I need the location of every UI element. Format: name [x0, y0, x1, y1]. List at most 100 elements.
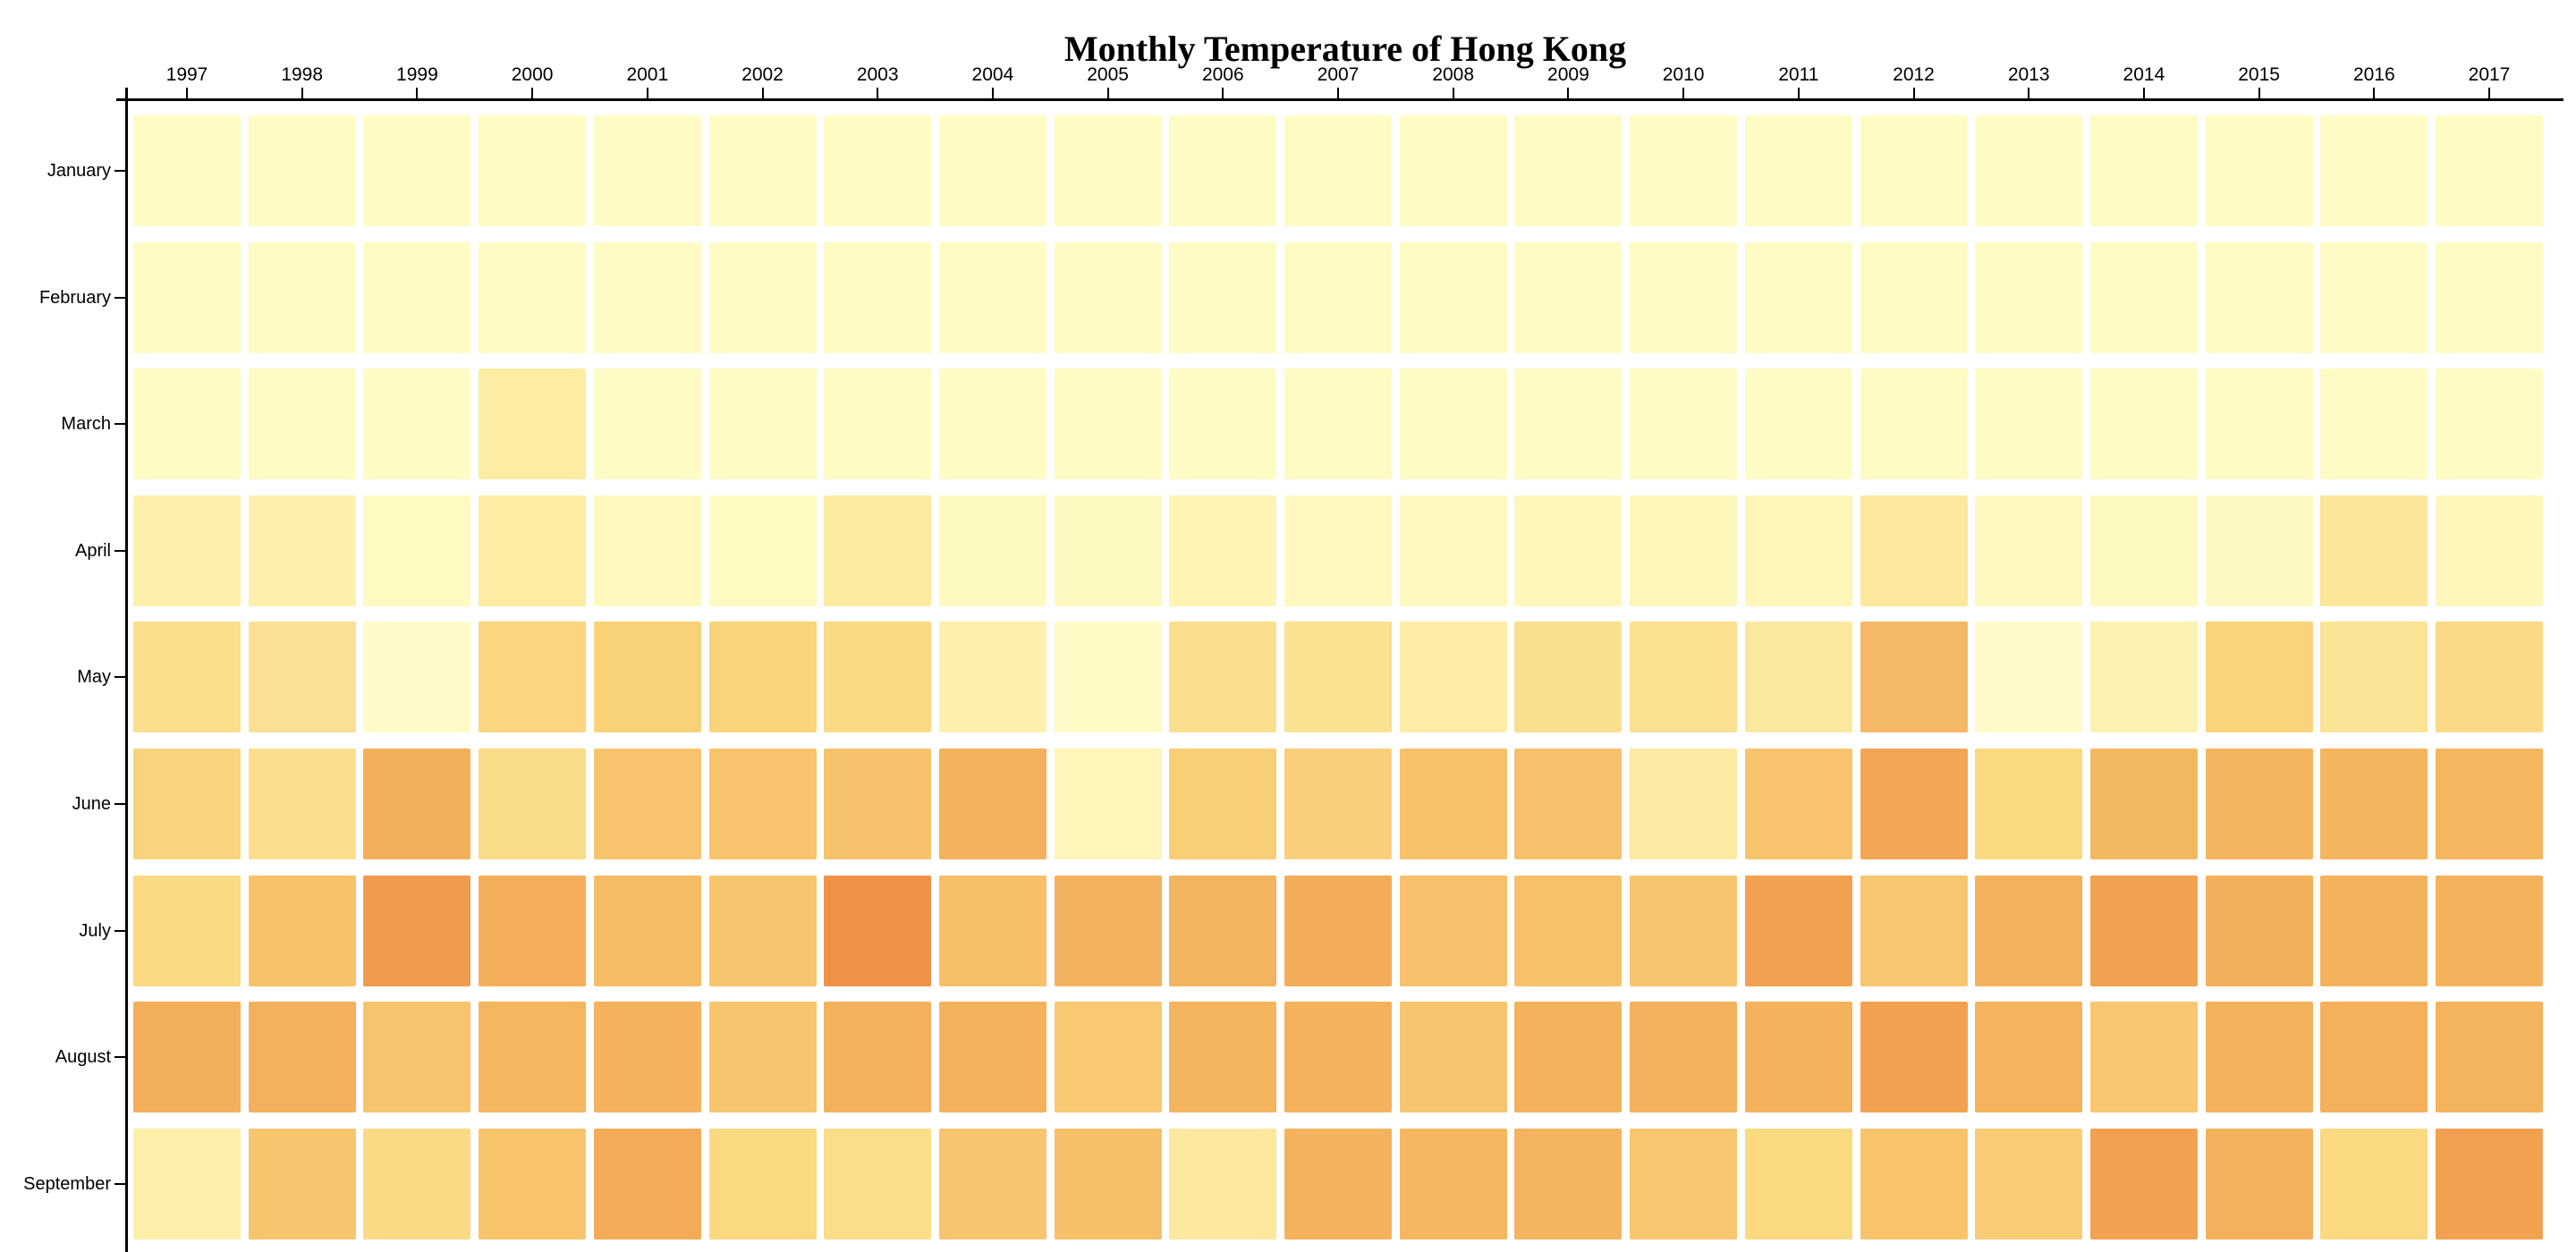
- heatmap-cell-january-2012[interactable]: [1860, 115, 1968, 226]
- heatmap-cell-january-2005[interactable]: [1054, 115, 1162, 226]
- heatmap-cell-april-2001[interactable]: [593, 495, 701, 606]
- heatmap-cell-may-1998[interactable]: [248, 622, 356, 733]
- heatmap-cell-april-2003[interactable]: [824, 495, 932, 606]
- heatmap-cell-may-2009[interactable]: [1514, 622, 1623, 733]
- heatmap-cell-january-2004[interactable]: [938, 115, 1046, 226]
- heatmap-cell-march-2012[interactable]: [1860, 368, 1968, 480]
- heatmap-cell-march-2010[interactable]: [1630, 368, 1738, 480]
- heatmap-cell-august-2016[interactable]: [2320, 1002, 2428, 1113]
- heatmap-cell-august-1998[interactable]: [248, 1002, 356, 1113]
- heatmap-cell-march-2014[interactable]: [2089, 368, 2198, 480]
- heatmap-cell-september-2016[interactable]: [2320, 1128, 2428, 1239]
- heatmap-cell-april-2005[interactable]: [1054, 495, 1162, 606]
- heatmap-cell-february-2016[interactable]: [2320, 241, 2428, 353]
- heatmap-cell-august-2014[interactable]: [2089, 1002, 2198, 1113]
- heatmap-cell-may-2012[interactable]: [1860, 622, 1968, 733]
- heatmap-cell-july-1999[interactable]: [363, 875, 471, 986]
- heatmap-cell-february-2010[interactable]: [1630, 241, 1738, 353]
- heatmap-cell-september-2007[interactable]: [1284, 1128, 1392, 1239]
- heatmap-cell-february-2002[interactable]: [708, 241, 817, 353]
- heatmap-cell-january-1998[interactable]: [248, 115, 356, 226]
- heatmap-cell-march-2002[interactable]: [708, 368, 817, 480]
- heatmap-cell-july-2012[interactable]: [1860, 875, 1968, 986]
- heatmap-cell-august-2011[interactable]: [1744, 1002, 1852, 1113]
- heatmap-cell-june-2009[interactable]: [1514, 749, 1623, 859]
- heatmap-cell-may-2010[interactable]: [1630, 622, 1738, 733]
- heatmap-cell-july-2017[interactable]: [2436, 875, 2543, 986]
- heatmap-cell-may-2004[interactable]: [938, 622, 1046, 733]
- heatmap-cell-june-2013[interactable]: [1975, 749, 2083, 859]
- heatmap-cell-january-2009[interactable]: [1514, 115, 1623, 226]
- heatmap-cell-april-2016[interactable]: [2320, 495, 2428, 606]
- heatmap-cell-june-1998[interactable]: [248, 749, 356, 859]
- heatmap-cell-february-2003[interactable]: [824, 241, 932, 353]
- heatmap-cell-june-2003[interactable]: [824, 749, 932, 859]
- heatmap-cell-march-1997[interactable]: [133, 368, 241, 480]
- heatmap-cell-march-2001[interactable]: [593, 368, 701, 480]
- heatmap-cell-july-2009[interactable]: [1514, 875, 1623, 986]
- heatmap-cell-september-2006[interactable]: [1169, 1128, 1277, 1239]
- heatmap-cell-september-2001[interactable]: [593, 1128, 701, 1239]
- heatmap-cell-june-1999[interactable]: [363, 749, 471, 859]
- heatmap-cell-march-2013[interactable]: [1975, 368, 2083, 480]
- heatmap-cell-april-2000[interactable]: [479, 495, 587, 606]
- heatmap-cell-may-2006[interactable]: [1169, 622, 1277, 733]
- heatmap-cell-september-2000[interactable]: [479, 1128, 587, 1239]
- heatmap-cell-july-2015[interactable]: [2205, 875, 2313, 986]
- heatmap-cell-september-2014[interactable]: [2089, 1128, 2198, 1239]
- heatmap-cell-january-2015[interactable]: [2205, 115, 2313, 226]
- heatmap-cell-june-1997[interactable]: [133, 749, 241, 859]
- heatmap-cell-february-2008[interactable]: [1399, 241, 1507, 353]
- heatmap-cell-april-1997[interactable]: [133, 495, 241, 606]
- heatmap-cell-june-2000[interactable]: [479, 749, 587, 859]
- heatmap-cell-february-2013[interactable]: [1975, 241, 2083, 353]
- heatmap-cell-may-2014[interactable]: [2089, 622, 2198, 733]
- heatmap-cell-september-1998[interactable]: [248, 1128, 356, 1239]
- heatmap-cell-march-1999[interactable]: [363, 368, 471, 480]
- heatmap-cell-july-2008[interactable]: [1399, 875, 1507, 986]
- heatmap-cell-march-2017[interactable]: [2436, 368, 2543, 480]
- heatmap-cell-april-2013[interactable]: [1975, 495, 2083, 606]
- heatmap-cell-august-2006[interactable]: [1169, 1002, 1277, 1113]
- heatmap-cell-february-2011[interactable]: [1744, 241, 1852, 353]
- heatmap-cell-may-2005[interactable]: [1054, 622, 1162, 733]
- heatmap-cell-march-2004[interactable]: [938, 368, 1046, 480]
- heatmap-cell-august-2000[interactable]: [479, 1002, 587, 1113]
- heatmap-cell-september-2003[interactable]: [824, 1128, 932, 1239]
- heatmap-cell-july-2000[interactable]: [479, 875, 587, 986]
- heatmap-cell-march-2009[interactable]: [1514, 368, 1623, 480]
- heatmap-cell-january-2006[interactable]: [1169, 115, 1277, 226]
- heatmap-cell-may-2007[interactable]: [1284, 622, 1392, 733]
- heatmap-cell-june-2012[interactable]: [1860, 749, 1968, 859]
- heatmap-cell-may-2008[interactable]: [1399, 622, 1507, 733]
- heatmap-cell-march-2003[interactable]: [824, 368, 932, 480]
- heatmap-cell-september-2009[interactable]: [1514, 1128, 1623, 1239]
- heatmap-cell-august-2003[interactable]: [824, 1002, 932, 1113]
- heatmap-cell-august-2015[interactable]: [2205, 1002, 2313, 1113]
- heatmap-cell-march-2016[interactable]: [2320, 368, 2428, 480]
- heatmap-cell-july-2002[interactable]: [708, 875, 817, 986]
- heatmap-cell-june-2011[interactable]: [1744, 749, 1852, 859]
- heatmap-cell-may-1999[interactable]: [363, 622, 471, 733]
- heatmap-cell-january-2003[interactable]: [824, 115, 932, 226]
- heatmap-cell-august-2017[interactable]: [2436, 1002, 2543, 1113]
- heatmap-cell-august-2010[interactable]: [1630, 1002, 1738, 1113]
- heatmap-cell-april-2010[interactable]: [1630, 495, 1738, 606]
- heatmap-cell-july-2013[interactable]: [1975, 875, 2083, 986]
- heatmap-cell-may-2016[interactable]: [2320, 622, 2428, 733]
- heatmap-cell-april-2012[interactable]: [1860, 495, 1968, 606]
- heatmap-cell-september-2011[interactable]: [1744, 1128, 1852, 1239]
- heatmap-cell-august-2007[interactable]: [1284, 1002, 1392, 1113]
- heatmap-cell-august-1997[interactable]: [133, 1002, 241, 1113]
- heatmap-cell-june-2008[interactable]: [1399, 749, 1507, 859]
- heatmap-cell-february-2000[interactable]: [479, 241, 587, 353]
- heatmap-cell-may-2001[interactable]: [593, 622, 701, 733]
- heatmap-cell-june-2014[interactable]: [2089, 749, 2198, 859]
- heatmap-cell-february-2009[interactable]: [1514, 241, 1623, 353]
- heatmap-cell-january-2000[interactable]: [479, 115, 587, 226]
- heatmap-cell-august-2002[interactable]: [708, 1002, 817, 1113]
- heatmap-cell-may-2015[interactable]: [2205, 622, 2313, 733]
- heatmap-cell-february-2012[interactable]: [1860, 241, 1968, 353]
- heatmap-cell-september-1997[interactable]: [133, 1128, 241, 1239]
- heatmap-cell-september-2015[interactable]: [2205, 1128, 2313, 1239]
